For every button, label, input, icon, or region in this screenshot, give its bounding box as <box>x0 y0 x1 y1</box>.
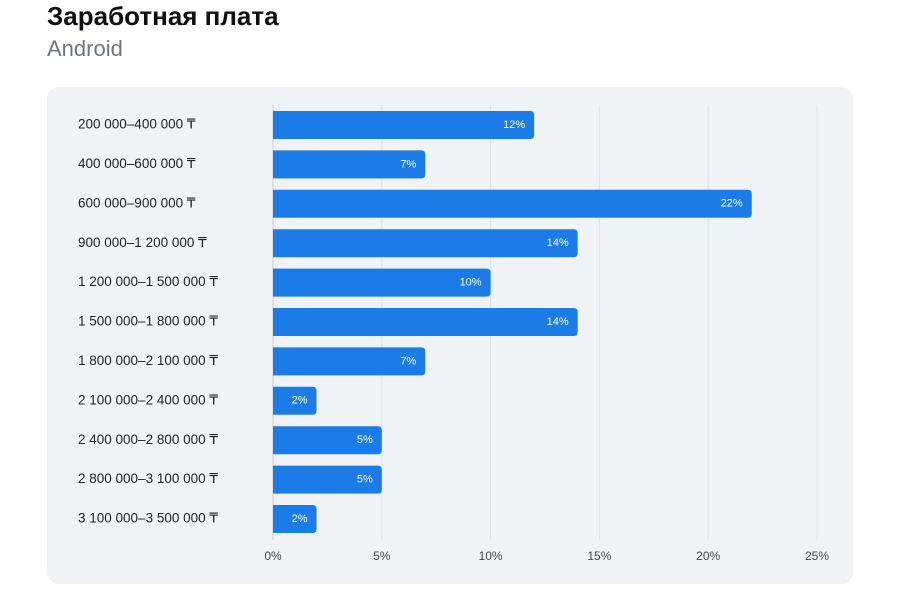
value-label: 7% <box>400 355 416 367</box>
bar <box>273 347 426 376</box>
bar <box>273 308 578 336</box>
x-tick-label: 0% <box>264 549 282 563</box>
y-tick-label: 2 100 000–2 400 000 ₸ <box>78 392 218 407</box>
value-label: 10% <box>460 277 482 289</box>
value-label: 14% <box>547 316 569 328</box>
value-label: 2% <box>292 395 308 407</box>
y-tick-label: 1 200 000–1 500 000 ₸ <box>78 274 218 289</box>
value-label: 2% <box>292 513 308 525</box>
bar <box>273 386 317 415</box>
bar <box>273 229 578 258</box>
y-tick-label: 2 800 000–3 100 000 ₸ <box>78 471 218 486</box>
y-tick-label: 2 400 000–2 800 000 ₸ <box>78 432 218 447</box>
y-tick-label: 1 800 000–2 100 000 ₸ <box>78 353 218 368</box>
value-label: 5% <box>357 434 373 446</box>
value-label: 12% <box>503 119 525 131</box>
bar <box>273 268 491 297</box>
bar <box>273 505 317 533</box>
value-label: 5% <box>357 474 373 486</box>
x-tick-label: 15% <box>587 549 611 563</box>
chart-title: Заработная плата <box>47 1 279 31</box>
y-tick-label: 200 000–400 000 ₸ <box>78 117 196 132</box>
y-tick-label: 900 000–1 200 000 ₸ <box>78 235 207 250</box>
value-label: 22% <box>721 198 743 210</box>
y-tick-label: 3 100 000–3 500 000 ₸ <box>78 511 218 526</box>
bar <box>273 150 426 179</box>
value-label: 7% <box>400 158 416 170</box>
value-label: 14% <box>547 237 569 249</box>
chart-subtitle: Android <box>47 36 123 61</box>
y-tick-label: 400 000–600 000 ₸ <box>78 156 196 171</box>
bar <box>273 189 752 218</box>
bar <box>273 465 382 494</box>
x-tick-label: 20% <box>696 549 720 563</box>
bar <box>273 426 382 455</box>
y-tick-label: 600 000–900 000 ₸ <box>78 195 196 210</box>
x-tick-label: 10% <box>479 549 503 563</box>
x-tick-label: 5% <box>373 549 391 563</box>
y-tick-label: 1 500 000–1 800 000 ₸ <box>78 314 218 329</box>
bar <box>273 111 535 139</box>
x-tick-label: 25% <box>805 549 829 563</box>
